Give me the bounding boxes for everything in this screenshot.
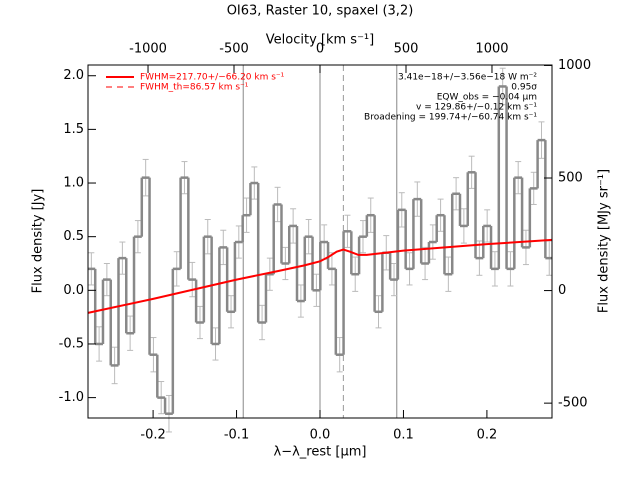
legend-label: FWHM_th=86.57 km s⁻¹ bbox=[140, 83, 249, 93]
x2-tick-label: -1000 bbox=[129, 42, 167, 57]
x-tick-label: -0.2 bbox=[140, 428, 165, 443]
x2-tick-label: -500 bbox=[219, 42, 249, 57]
y-tick-label: 0.5 bbox=[63, 229, 84, 244]
x2-tick-label: 0 bbox=[316, 42, 324, 57]
y-tick-label: -1.0 bbox=[59, 390, 84, 405]
y2-tick-label: -500 bbox=[558, 396, 588, 411]
chart-title: OI63, Raster 10, spaxel (3,2) bbox=[227, 4, 414, 19]
x2-tick-label: 1000 bbox=[475, 42, 508, 57]
x-label: λ−λ_rest [µm] bbox=[274, 445, 367, 460]
x2-label: Velocity [km s⁻¹] bbox=[266, 33, 374, 48]
y2-tick-label: 1000 bbox=[558, 58, 591, 73]
y-tick-label: -0.5 bbox=[59, 336, 84, 351]
annotation: v = 129.86+/−0.12 km s⁻¹ bbox=[416, 103, 537, 113]
y-tick-label: 1.5 bbox=[63, 122, 84, 137]
y-tick-label: 1.0 bbox=[63, 176, 84, 191]
annotation: EQW_obs = −0.04 µm bbox=[437, 93, 537, 103]
x-tick-label: 0.0 bbox=[310, 428, 331, 443]
y-label: Flux density [Jy] bbox=[31, 189, 46, 294]
x2-tick-label: 500 bbox=[394, 42, 419, 57]
annotation: Broadening = 199.74+/−60.74 km s⁻¹ bbox=[364, 113, 537, 123]
x-tick-label: 0.2 bbox=[477, 428, 498, 443]
legend-label: FWHM=217.70+/−66.20 km s⁻¹ bbox=[140, 73, 285, 83]
annotation: 3.41e−18+/−3.56e−18 W m⁻² bbox=[398, 73, 537, 83]
y-tick-label: 0.0 bbox=[63, 283, 84, 298]
y2-label: Flux density [MJy sr⁻¹] bbox=[597, 169, 612, 313]
y2-tick-label: 500 bbox=[558, 171, 583, 186]
annotation: 0.95σ bbox=[511, 83, 537, 93]
x-tick-label: 0.1 bbox=[393, 428, 414, 443]
y-tick-label: 2.0 bbox=[63, 68, 84, 83]
x-tick-label: -0.1 bbox=[224, 428, 249, 443]
fit-line bbox=[87, 238, 553, 314]
y2-tick-label: 0 bbox=[558, 283, 566, 298]
